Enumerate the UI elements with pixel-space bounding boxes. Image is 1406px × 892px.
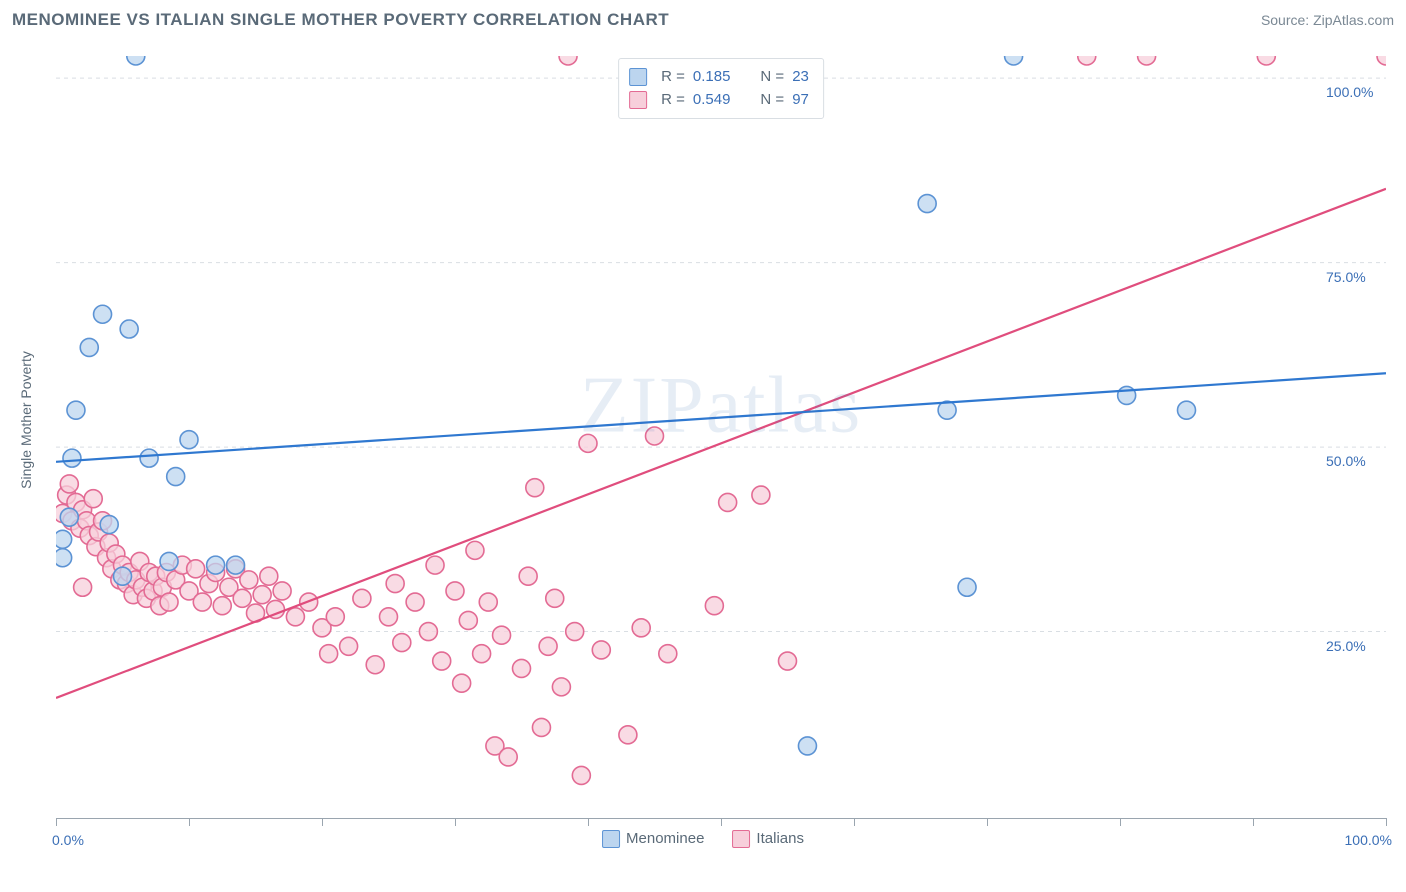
x-tick	[854, 818, 855, 826]
n-label: N =	[760, 88, 784, 111]
x-tick	[322, 818, 323, 826]
source-prefix: Source:	[1261, 12, 1313, 28]
legend-row-italians: R = 0.549 N = 97	[629, 88, 809, 111]
r-label: R =	[661, 65, 685, 88]
series-legend: Menominee Italians	[602, 830, 804, 848]
plot-area: ZIPatlas R = 0.185 N = 23 R = 0.549 N = …	[56, 56, 1386, 816]
swatch-italians-icon	[732, 830, 750, 848]
legend-item-menominee: Menominee	[602, 830, 704, 848]
y-tick-label: 25.0%	[1326, 638, 1366, 654]
x-tick	[588, 818, 589, 826]
x-max-label: 100.0%	[1345, 832, 1392, 848]
legend-item-italians: Italians	[732, 830, 804, 848]
legend-label-italians: Italians	[756, 830, 804, 847]
r-label: R =	[661, 88, 685, 111]
n-value-italians: 97	[792, 88, 809, 111]
x-tick	[1253, 818, 1254, 826]
r-value-menominee: 0.185	[693, 65, 731, 88]
y-tick-label: 50.0%	[1326, 453, 1366, 469]
x-tick	[56, 818, 57, 826]
source-name: ZipAtlas.com	[1313, 12, 1394, 28]
y-tick-label: 75.0%	[1326, 269, 1366, 285]
legend-label-menominee: Menominee	[626, 830, 704, 847]
x-tick	[189, 818, 190, 826]
scatter-svg	[56, 56, 1386, 816]
x-tick	[721, 818, 722, 826]
y-tick-label: 100.0%	[1326, 84, 1373, 100]
chart-title: MENOMINEE VS ITALIAN SINGLE MOTHER POVER…	[12, 10, 669, 30]
legend-row-menominee: R = 0.185 N = 23	[629, 65, 809, 88]
correlation-legend-box: R = 0.185 N = 23 R = 0.549 N = 97	[618, 58, 824, 119]
x-tick	[1120, 818, 1121, 826]
title-bar: MENOMINEE VS ITALIAN SINGLE MOTHER POVER…	[12, 10, 1394, 30]
n-value-menominee: 23	[792, 65, 809, 88]
source-label: Source: ZipAtlas.com	[1261, 12, 1394, 28]
swatch-menominee-icon	[602, 830, 620, 848]
swatch-menominee-icon	[629, 68, 647, 86]
y-axis-title: Single Mother Poverty	[18, 351, 34, 489]
x-tick	[455, 818, 456, 826]
x-min-label: 0.0%	[52, 832, 84, 848]
n-label: N =	[760, 65, 784, 88]
swatch-italians-icon	[629, 91, 647, 109]
x-tick	[987, 818, 988, 826]
x-tick	[1386, 818, 1387, 826]
r-value-italians: 0.549	[693, 88, 731, 111]
chart-container: MENOMINEE VS ITALIAN SINGLE MOTHER POVER…	[0, 0, 1406, 892]
